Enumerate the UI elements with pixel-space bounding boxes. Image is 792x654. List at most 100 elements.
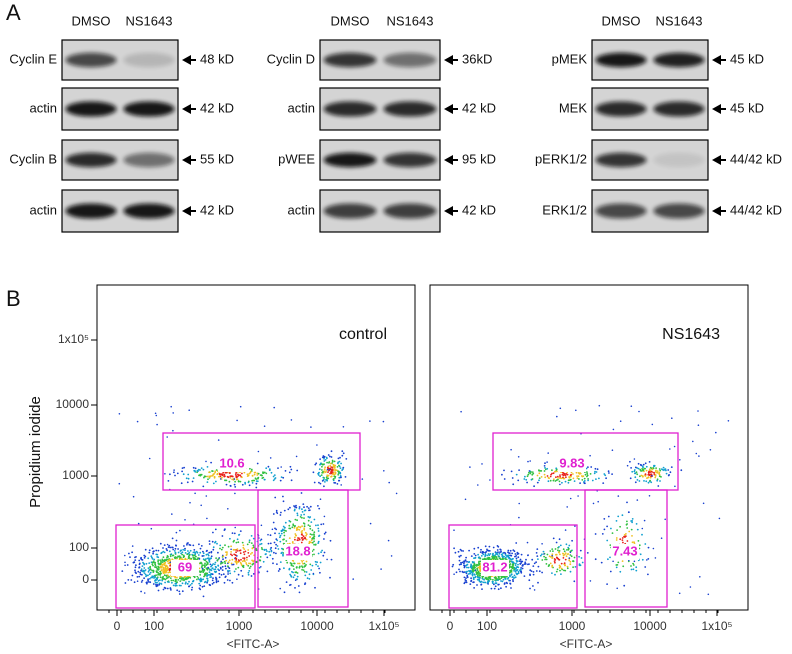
event-dot bbox=[276, 563, 278, 565]
event-dot bbox=[289, 537, 291, 539]
event-dot bbox=[602, 533, 604, 535]
event-dot bbox=[280, 535, 282, 537]
event-dot bbox=[244, 557, 246, 559]
event-dot bbox=[383, 421, 385, 423]
event-dot bbox=[369, 420, 371, 422]
event-dot bbox=[275, 547, 277, 549]
event-dot bbox=[528, 472, 530, 474]
event-dot bbox=[261, 525, 263, 527]
event-dot bbox=[224, 479, 226, 481]
event-dot bbox=[169, 473, 171, 475]
event-dot bbox=[174, 557, 176, 559]
event-dot bbox=[515, 555, 517, 557]
event-dot bbox=[573, 478, 575, 480]
event-dot bbox=[309, 525, 311, 527]
event-dot bbox=[164, 574, 166, 576]
event-dot bbox=[237, 474, 239, 476]
event-dot bbox=[622, 537, 624, 539]
event-dot bbox=[498, 584, 500, 586]
event-dot bbox=[159, 571, 161, 573]
event-dot bbox=[330, 463, 332, 465]
event-dot bbox=[594, 473, 596, 475]
event-dot bbox=[504, 552, 506, 554]
event-dot bbox=[646, 466, 648, 468]
event-dot bbox=[308, 520, 310, 522]
event-dot bbox=[453, 547, 455, 549]
event-dot bbox=[203, 558, 205, 560]
x-tick-label: 1000 bbox=[226, 619, 253, 633]
event-dot bbox=[563, 555, 565, 557]
event-dot bbox=[174, 475, 176, 477]
event-dot bbox=[234, 571, 236, 573]
event-dot bbox=[193, 477, 195, 479]
event-dot bbox=[572, 473, 574, 475]
event-dot bbox=[499, 578, 501, 580]
event-dot bbox=[550, 480, 552, 482]
event-dot bbox=[555, 480, 557, 482]
event-dot bbox=[147, 575, 149, 577]
event-dot bbox=[329, 469, 331, 471]
event-dot bbox=[478, 579, 480, 581]
event-dot bbox=[648, 473, 650, 475]
event-dot bbox=[232, 559, 234, 561]
event-dot bbox=[193, 552, 195, 554]
event-dot bbox=[584, 482, 586, 484]
event-dot bbox=[338, 465, 340, 467]
event-dot bbox=[168, 480, 170, 482]
event-dot bbox=[202, 568, 204, 570]
event-dot bbox=[170, 577, 172, 579]
event-dot bbox=[297, 539, 299, 541]
event-dot bbox=[187, 583, 189, 585]
event-dot bbox=[155, 413, 157, 415]
event-dot bbox=[515, 571, 517, 573]
event-dot bbox=[644, 566, 646, 568]
event-dot bbox=[568, 482, 570, 484]
event-dot bbox=[225, 565, 227, 567]
event-dot bbox=[210, 475, 212, 477]
event-dot bbox=[148, 552, 150, 554]
event-dot bbox=[152, 558, 154, 560]
band bbox=[324, 203, 377, 218]
event-dot bbox=[149, 458, 151, 460]
event-dot bbox=[176, 581, 178, 583]
event-dot bbox=[567, 553, 569, 555]
event-dot bbox=[185, 552, 187, 554]
event-dot bbox=[201, 571, 203, 573]
event-dot bbox=[207, 578, 209, 580]
event-dot bbox=[180, 585, 182, 587]
event-dot bbox=[158, 568, 160, 570]
event-dot bbox=[502, 576, 504, 578]
event-dot bbox=[652, 468, 654, 470]
event-dot bbox=[164, 544, 166, 546]
event-dot bbox=[473, 587, 475, 589]
event-dot bbox=[668, 474, 670, 476]
event-dot bbox=[626, 521, 628, 523]
event-dot bbox=[144, 592, 146, 594]
event-dot bbox=[565, 559, 567, 561]
event-dot bbox=[304, 571, 306, 573]
event-dot bbox=[237, 478, 239, 480]
event-dot bbox=[578, 478, 580, 480]
event-dot bbox=[520, 561, 522, 563]
event-dot bbox=[219, 545, 221, 547]
event-dot bbox=[465, 577, 467, 579]
event-dot bbox=[473, 553, 475, 555]
event-dot bbox=[296, 513, 298, 515]
event-dot bbox=[132, 575, 134, 577]
event-dot bbox=[163, 556, 165, 558]
event-dot bbox=[302, 511, 304, 513]
event-dot bbox=[640, 464, 642, 466]
event-dot bbox=[313, 544, 315, 546]
event-dot bbox=[243, 565, 245, 567]
event-dot bbox=[495, 585, 497, 587]
event-dot bbox=[645, 462, 647, 464]
event-dot bbox=[140, 591, 142, 593]
arrow bbox=[444, 104, 453, 114]
event-dot bbox=[511, 558, 513, 560]
event-dot bbox=[267, 534, 269, 536]
event-dot bbox=[698, 424, 700, 426]
event-dot bbox=[292, 572, 294, 574]
event-dot bbox=[560, 545, 562, 547]
event-dot bbox=[463, 562, 465, 564]
event-dot bbox=[229, 573, 231, 575]
